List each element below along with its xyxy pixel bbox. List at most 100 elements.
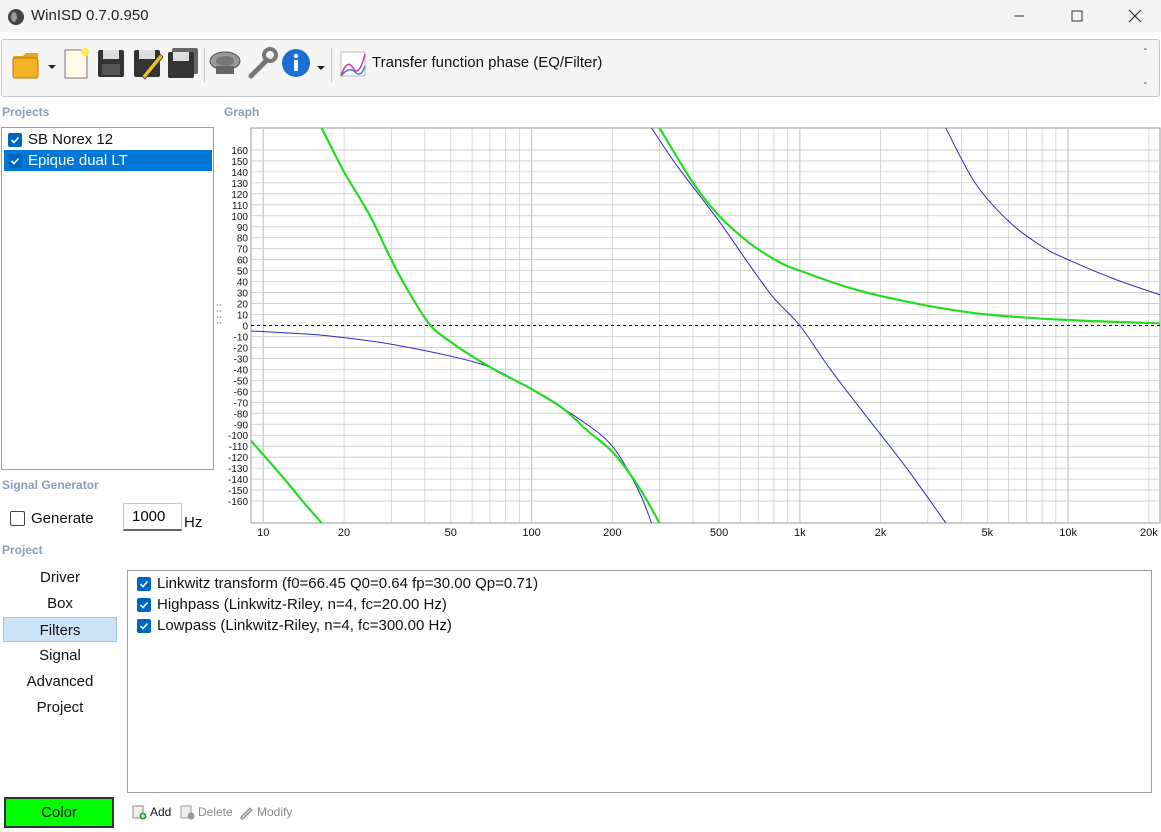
filter-checkbox[interactable] [137,618,151,633]
checkmark-icon [139,580,149,588]
filters-list: Linkwitz transform (f0=66.45 Q0=0.64 fp=… [127,570,1152,793]
maximize-button[interactable] [1048,0,1106,32]
open-folder-icon[interactable] [10,46,58,80]
y-tick-label: 160 [231,146,248,157]
y-tick-label: -130 [228,464,248,475]
y-tick-label: 100 [231,212,248,223]
project-item[interactable]: Epique dual LT [4,150,212,171]
y-tick-label: -80 [234,409,249,420]
new-project-icon[interactable] [62,46,92,80]
y-tick-label: -90 [234,420,249,431]
nav-signal[interactable]: Signal [39,647,81,664]
filter-label: Linkwitz transform (f0=66.45 Q0=0.64 fp=… [157,575,539,592]
close-button[interactable] [1106,0,1161,32]
toolbar-dash-bottom: - [1143,77,1147,89]
save-edit-icon[interactable] [132,46,164,80]
y-tick-label: 60 [237,256,249,267]
x-tick-label: 50 [445,527,457,539]
nav-filters[interactable]: Filters [3,617,117,642]
series-green-line [251,439,323,523]
add-label: Add [150,805,172,819]
y-tick-label: 150 [231,157,248,168]
splitter-grip[interactable] [216,302,222,330]
signal-generator-label: Signal Generator [2,478,99,492]
close-icon [1128,9,1142,23]
nav-box[interactable]: Box [47,595,73,612]
add-filter-button[interactable]: Add [131,804,171,820]
x-tick-label: 10 [257,527,269,539]
checkmark-icon [10,136,20,144]
project-checkbox[interactable] [8,132,22,147]
title-bar: WinISD 0.7.0.950 [0,0,1161,32]
checkmark-icon [10,157,20,165]
x-tick-label: 20k [1140,527,1158,539]
nav-project[interactable]: Project [36,699,84,716]
nav-driver[interactable]: Driver [40,569,80,586]
delete-filter-button[interactable]: Delete [179,804,233,820]
y-tick-label: -20 [234,343,249,354]
generate-checkbox[interactable] [10,511,25,526]
minimize-icon [1014,15,1024,17]
minimize-button[interactable] [990,0,1048,32]
wrench-icon[interactable] [245,46,279,80]
x-tick-label: 100 [522,527,540,539]
toolbar-separator [331,48,332,82]
delete-icon [180,805,195,820]
x-tick-label: 10k [1059,527,1077,539]
generate-row[interactable]: Generate [10,510,94,527]
y-tick-label: 80 [237,234,249,245]
filter-item[interactable]: Linkwitz transform (f0=66.45 Q0=0.64 fp=… [133,573,538,594]
toolbar-separator [204,48,205,82]
save-all-icon[interactable] [166,46,200,80]
frequency-input[interactable] [123,503,182,531]
project-name: SB Norex 12 [28,131,114,148]
info-icon[interactable] [280,46,328,80]
modify-filter-button[interactable]: Modify [238,804,292,820]
y-tick-label: 50 [237,267,249,278]
color-button[interactable]: Color [4,797,114,828]
phase-graph[interactable]: 1601501401301201101009080706050403020100… [218,124,1161,540]
checkmark-icon [139,622,149,630]
y-tick-label: 110 [232,201,248,212]
project-checkbox[interactable] [8,153,22,168]
save-icon[interactable] [96,46,126,80]
delete-label: Delete [198,805,233,819]
y-tick-label: -160 [228,497,248,508]
project-item[interactable]: SB Norex 12 [4,129,212,150]
filter-item[interactable]: Lowpass (Linkwitz-Riley, n=4, fc=300.00 … [133,615,452,636]
x-tick-label: 2k [875,527,887,539]
project-name: Epique dual LT [28,152,128,169]
series-blue-line [651,128,947,523]
filter-checkbox[interactable] [137,576,151,591]
x-tick-label: 1k [794,527,806,539]
y-tick-label: 30 [237,289,249,300]
y-tick-label: 0 [242,322,248,333]
y-tick-label: 40 [237,278,249,289]
y-tick-label: -10 [234,332,249,343]
graph-type-title[interactable]: Transfer function phase (EQ/Filter) [372,54,603,71]
series-green-line [320,128,661,523]
projects-list: SB Norex 12 Epique dual LT [1,127,214,470]
y-tick-label: -50 [234,376,249,387]
y-tick-label: -150 [228,486,248,497]
filter-label: Lowpass (Linkwitz-Riley, n=4, fc=300.00 … [157,617,452,634]
y-tick-label: -110 [229,442,249,453]
toolbar: Transfer function phase (EQ/Filter) - - [1,39,1160,97]
x-tick-label: 500 [710,527,728,539]
series-blue-line [945,128,1160,296]
x-tick-label: 20 [338,527,350,539]
window-title: WinISD 0.7.0.950 [31,7,149,24]
speaker-driver-icon[interactable] [208,46,242,80]
graph-selector-icon[interactable] [337,46,369,80]
y-tick-label: 140 [231,168,248,179]
filter-item[interactable]: Highpass (Linkwitz-Riley, n=4, fc=20.00 … [133,594,447,615]
nav-advanced[interactable]: Advanced [26,673,94,690]
speaker-app-icon [8,9,24,25]
y-tick-label: -70 [234,398,249,409]
generate-label: Generate [31,510,94,527]
y-tick-label: -120 [228,453,248,464]
add-icon [132,805,147,820]
x-tick-label: 200 [603,527,621,539]
filter-checkbox[interactable] [137,597,151,612]
graph-label: Graph [224,105,260,119]
